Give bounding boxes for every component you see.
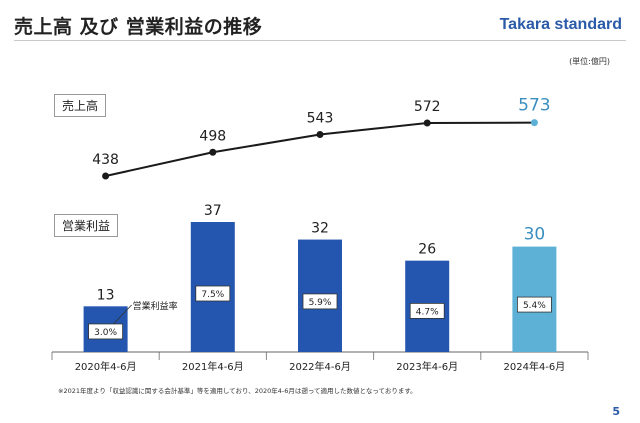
margin-value-label: 5.9% — [309, 298, 332, 308]
sales-point — [102, 172, 110, 180]
margin-value-label: 4.7% — [416, 307, 439, 317]
sales-point — [209, 148, 217, 156]
category-label: 2022年4-6月 — [289, 360, 351, 373]
margin-box — [195, 285, 231, 302]
page-number: 5 — [612, 405, 620, 418]
margin-box — [409, 302, 445, 319]
company-logo: Takara standard — [499, 16, 622, 33]
sales-point — [530, 119, 538, 127]
sales-section-label: 売上高 — [54, 94, 107, 117]
sales-value-label: 438 — [92, 152, 119, 168]
sales-value-label: 573 — [518, 96, 550, 116]
margin-value-label: 3.0% — [94, 328, 117, 338]
op-profit-value-label: 26 — [418, 242, 436, 258]
category-label: 2024年4-6月 — [504, 360, 566, 373]
op-profit-value-label: 13 — [97, 287, 115, 303]
category-label: 2020年4-6月 — [75, 360, 137, 373]
sales-value-label: 498 — [199, 128, 226, 144]
sales-value-label: 572 — [414, 99, 441, 115]
margin-callout-label: 営業利益率 — [133, 300, 178, 312]
margin-box — [302, 293, 338, 310]
op-profit-value-label: 30 — [524, 225, 546, 245]
sales-value-label: 543 — [307, 110, 334, 126]
sales-point — [423, 119, 431, 127]
sales-point — [316, 130, 324, 138]
op-profit-value-label: 37 — [204, 203, 222, 219]
margin-box — [517, 296, 552, 313]
footnote: ※2021年度より「収益認識に関する会計基準」等を適用しており、2020年4-6… — [58, 387, 417, 395]
title-divider — [14, 40, 626, 41]
category-label: 2021年4-6月 — [182, 360, 244, 373]
margin-callout-line — [113, 304, 132, 325]
margin-value-label: 7.5% — [201, 290, 224, 300]
op-profit-value-label: 32 — [311, 221, 329, 237]
page-title: 売上高 及び 営業利益の推移 — [14, 16, 263, 38]
category-label: 2023年4-6月 — [396, 360, 458, 373]
sales-line — [105, 121, 535, 177]
margin-value-label: 5.4% — [523, 301, 546, 311]
unit-label: (単位:億円) — [569, 57, 610, 66]
op-profit-section-label: 営業利益 — [54, 214, 119, 237]
margin-box — [88, 323, 123, 340]
